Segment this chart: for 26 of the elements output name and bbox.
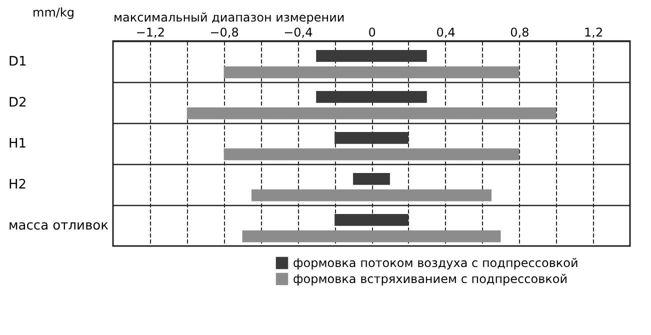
- y-tick-label: D1: [8, 54, 27, 70]
- x-tick-label: −0,4: [284, 26, 313, 40]
- bar: [186, 107, 556, 120]
- bar: [224, 66, 520, 78]
- bar: [334, 214, 408, 226]
- bar: [224, 148, 520, 160]
- bar: [316, 91, 427, 103]
- y-tick-label: H1: [8, 136, 27, 152]
- x-tick-label: 0: [368, 26, 376, 40]
- y-tick-label: масса отливок: [8, 218, 109, 234]
- x-tick-label: −0,8: [210, 26, 239, 40]
- bar: [316, 50, 427, 62]
- y-tick-label: H2: [8, 178, 27, 192]
- bar: [251, 189, 492, 202]
- bar: [242, 230, 501, 242]
- bar: [334, 132, 408, 144]
- y-axis-title: mm/kg: [32, 6, 74, 20]
- y-tick-label: D2: [8, 96, 27, 110]
- x-axis-title: максимальный диапазон измерении: [114, 10, 345, 24]
- legend-label: формовка потоком воздуха с подпрессовкой: [293, 256, 578, 270]
- x-tick-label: −1,2: [136, 26, 165, 40]
- x-tick-label: 1,2: [584, 26, 604, 40]
- legend-label: формовка встряхиванием с подпрессовкой: [293, 272, 568, 286]
- x-tick-label: 0,8: [510, 26, 530, 40]
- bar: [353, 173, 390, 185]
- x-tick-label: 0,4: [436, 26, 456, 40]
